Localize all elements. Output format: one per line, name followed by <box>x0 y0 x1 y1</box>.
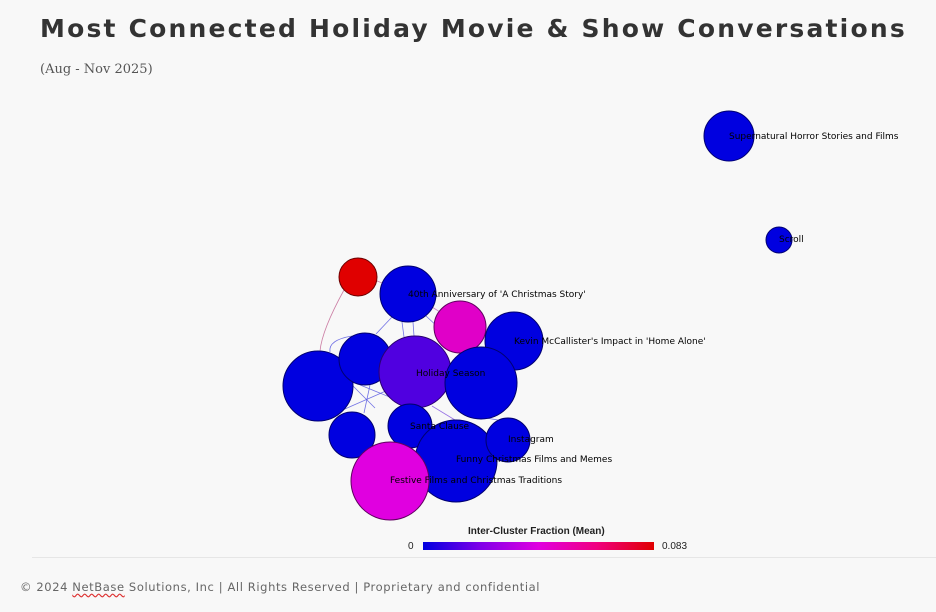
copyright-prefix: © 2024 <box>20 580 73 594</box>
node-magenta-top[interactable] <box>433 300 487 354</box>
legend-color-scale <box>423 542 654 550</box>
node-label-40th-anniversary: 40th Anniversary of 'A Christmas Story' <box>408 290 586 300</box>
copyright-rest: Solutions, Inc | All Rights Reserved | P… <box>124 580 541 594</box>
graph-edge <box>431 306 441 313</box>
node-label-festive-films: Festive Films and Christmas Traditions <box>390 476 562 486</box>
graph-edge <box>349 382 376 409</box>
node-red-node[interactable] <box>338 257 378 297</box>
node-label-scroll: Scroll <box>779 235 804 245</box>
graph-edge <box>337 389 389 413</box>
node-label-supernatural-horror: Supernatural Horror Stories and Films <box>729 132 899 142</box>
graph-edge <box>375 316 393 335</box>
footer-copyright: © 2024 NetBase Solutions, Inc | All Righ… <box>20 580 540 594</box>
node-supernatural-horror[interactable] <box>703 110 755 162</box>
graph-edge <box>329 335 353 353</box>
node-label-funny-christmas: Funny Christmas Films and Memes <box>456 455 612 465</box>
node-scroll[interactable] <box>765 226 793 254</box>
brand-name: NetBase <box>72 580 125 594</box>
date-range-subtitle: (Aug - Nov 2025) <box>40 62 153 77</box>
node-label-holiday-season: Holiday Season <box>416 369 485 379</box>
node-label-santa-clause: Santa Clause <box>410 422 470 432</box>
graph-edge <box>363 384 371 414</box>
graph-edge <box>431 405 456 421</box>
footer-divider <box>32 557 936 558</box>
legend-max-label: 0.083 <box>662 541 688 552</box>
graph-edge <box>319 289 345 352</box>
graph-edge <box>412 321 415 337</box>
node-right-big[interactable] <box>444 346 518 420</box>
legend-title: Inter-Cluster Fraction (Mean) <box>468 526 605 537</box>
node-40th-anniversary[interactable] <box>379 265 437 323</box>
node-label-kevin-mccallister: Kevin McCallister's Impact in 'Home Alon… <box>514 337 706 347</box>
node-label-instagram: Instagram <box>508 435 554 445</box>
graph-edge <box>401 321 405 338</box>
page-title: Most Connected Holiday Movie & Show Conv… <box>40 14 907 43</box>
node-festive-films[interactable] <box>350 441 430 521</box>
node-small-left-lower[interactable] <box>328 411 376 459</box>
node-instagram[interactable] <box>485 417 531 463</box>
legend-min-label: 0 <box>408 541 414 552</box>
graph-labels: 40th Anniversary of 'A Christmas Story' K… <box>390 132 899 486</box>
graph-nodes <box>282 110 793 521</box>
node-far-left[interactable] <box>282 350 354 422</box>
